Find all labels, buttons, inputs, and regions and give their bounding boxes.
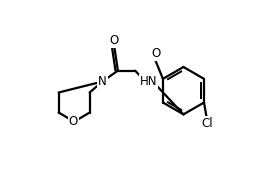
Text: HN: HN	[140, 75, 158, 88]
Text: O: O	[151, 47, 160, 60]
Text: Cl: Cl	[202, 117, 213, 130]
Text: O: O	[68, 115, 78, 128]
Text: N: N	[98, 75, 107, 88]
Text: O: O	[110, 34, 119, 47]
